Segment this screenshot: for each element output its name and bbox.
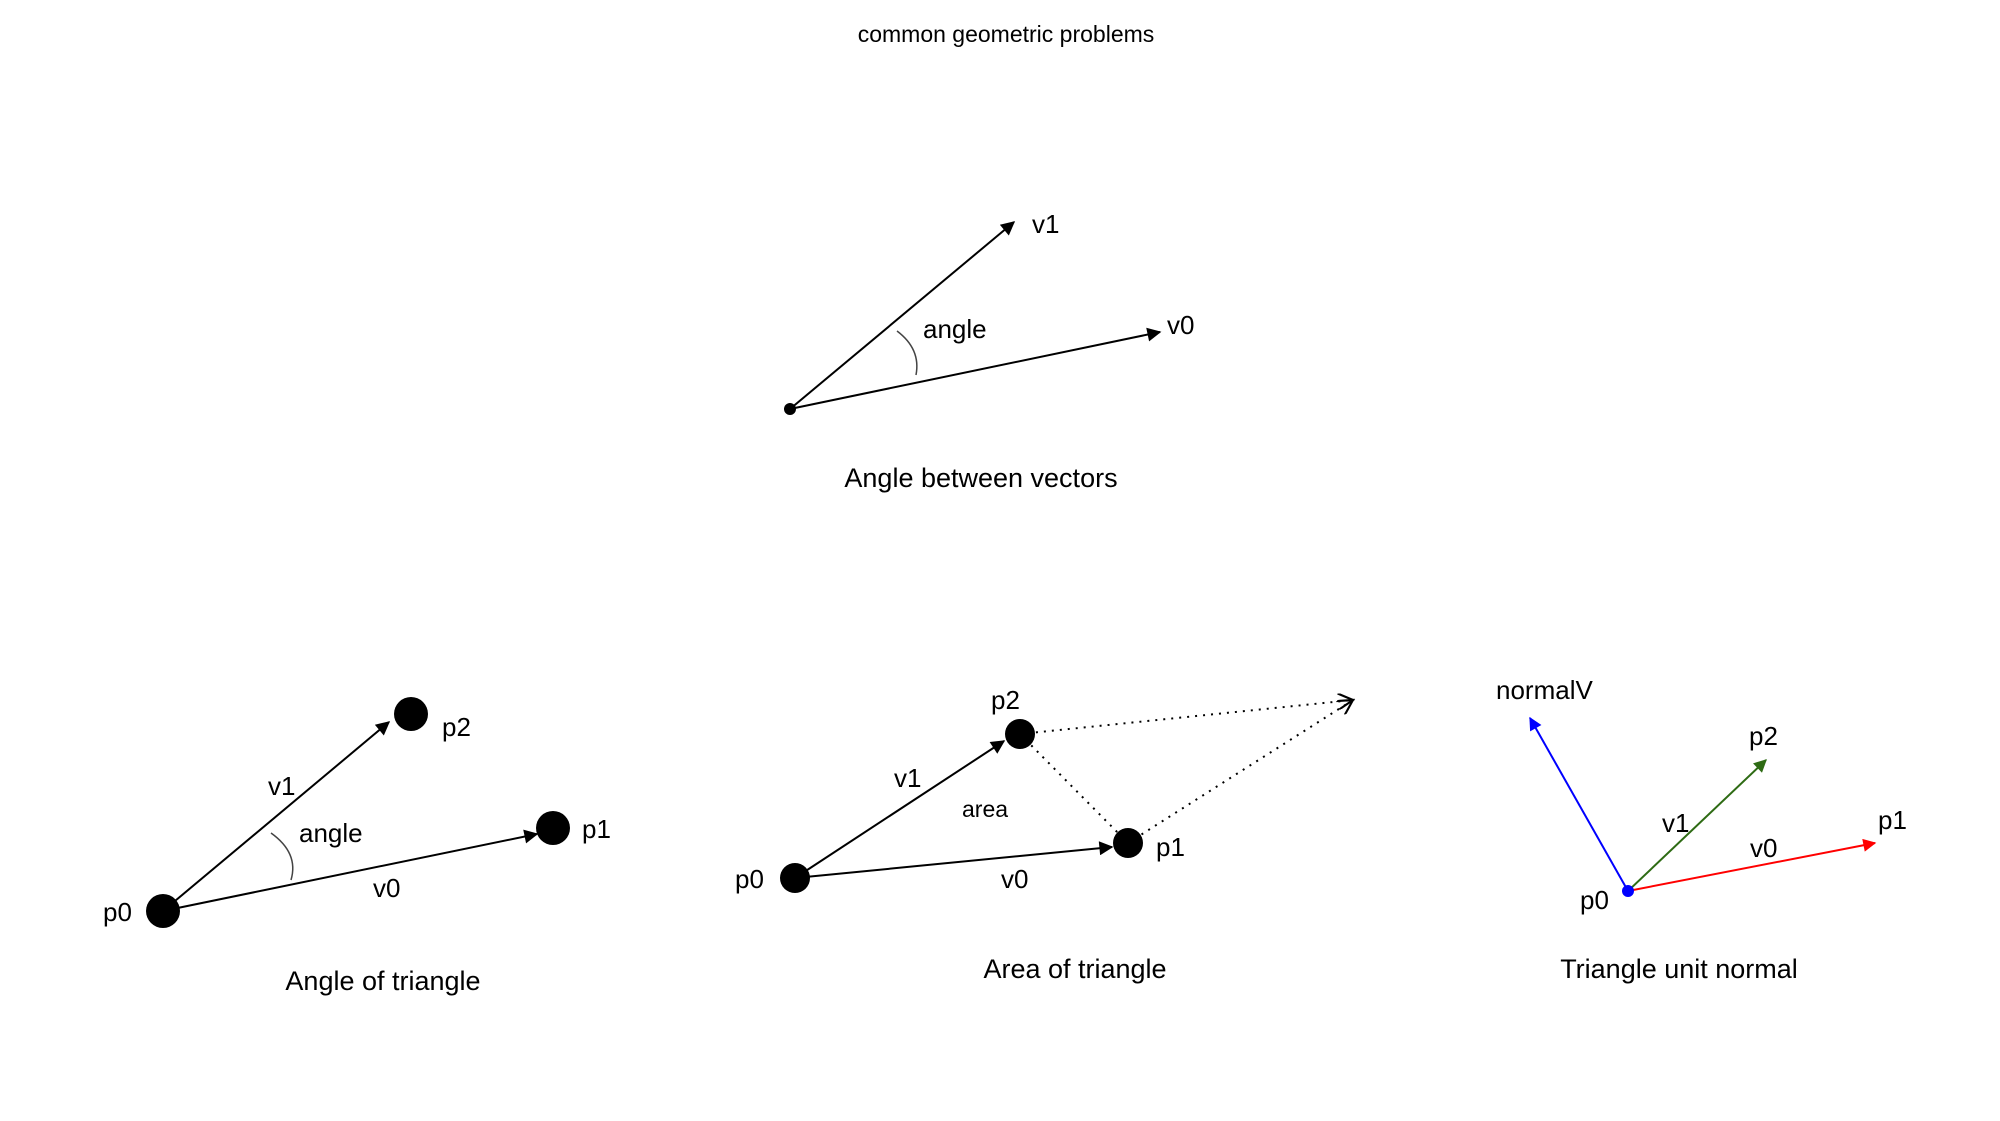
point-p0-label: p0: [735, 864, 764, 894]
normal-label: normalV: [1496, 675, 1593, 705]
point-p1-label: p1: [582, 814, 611, 844]
vector-v0-label: v0: [373, 873, 400, 903]
point-p1-label: p1: [1156, 832, 1185, 862]
point-p2: [1005, 719, 1035, 749]
dotted-edge-p2-corner: [1019, 700, 1353, 735]
point-p2-label: p2: [442, 712, 471, 742]
panel-triangle-unit-normal: normalV p2 p1 p0 v1 v0 Triangle unit nor…: [1496, 675, 1907, 984]
area-label: area: [962, 796, 1008, 822]
point-p0-label: p0: [103, 897, 132, 927]
vector-v1: [794, 740, 1006, 879]
angle-arc: [896, 330, 918, 376]
panel-caption: Triangle unit normal: [1560, 954, 1798, 984]
vector-v1-label: v1: [894, 763, 921, 793]
page-title: common geometric problems: [858, 21, 1155, 47]
angle-label: angle: [923, 314, 987, 344]
point-p1: [1113, 828, 1143, 858]
vector-v1: [162, 721, 391, 912]
vector-v0: [789, 327, 1162, 410]
panel-angle-of-triangle: p0 p1 p2 v1 v0 angle Angle of triangle: [103, 697, 611, 996]
vector-v0-label: v0: [1001, 864, 1028, 894]
panel-area-of-triangle: p0 p1 p2 v1 v0 area Area of triangle: [735, 685, 1353, 984]
origin-point: [784, 403, 796, 415]
vector-v1-label: v1: [268, 771, 295, 801]
point-p0: [146, 894, 180, 928]
point-p2-label: p2: [991, 685, 1020, 715]
vector-v0-label: v0: [1167, 310, 1194, 340]
vector-v0-label: v0: [1750, 833, 1777, 863]
point-p0: [780, 863, 810, 893]
panel-caption: Angle between vectors: [844, 463, 1117, 493]
point-p2: [394, 697, 428, 731]
panel-caption: Area of triangle: [983, 954, 1166, 984]
point-p1: [536, 811, 570, 845]
vector-v1-label: v1: [1032, 209, 1059, 239]
vector-v1: [789, 221, 1016, 410]
dotted-edge-p1-corner: [1127, 700, 1353, 844]
panel-caption: Angle of triangle: [285, 966, 480, 996]
point-p1-label: p1: [1878, 805, 1907, 835]
point-p0-label: p0: [1580, 885, 1609, 915]
vector-v1: [1627, 759, 1767, 892]
point-p0: [1622, 885, 1634, 897]
vector-normal: [1529, 716, 1629, 892]
dotted-edge-p2-p1: [1019, 733, 1129, 844]
panel-angle-between-vectors: v1 v0 angle Angle between vectors: [784, 209, 1194, 493]
vector-v0: [1627, 838, 1877, 892]
point-p2-label: p2: [1749, 721, 1778, 751]
vector-v0: [794, 841, 1114, 879]
vector-v0: [162, 829, 539, 912]
angle-arc: [270, 832, 294, 881]
angle-label: angle: [299, 818, 363, 848]
vector-v1-label: v1: [1662, 808, 1689, 838]
